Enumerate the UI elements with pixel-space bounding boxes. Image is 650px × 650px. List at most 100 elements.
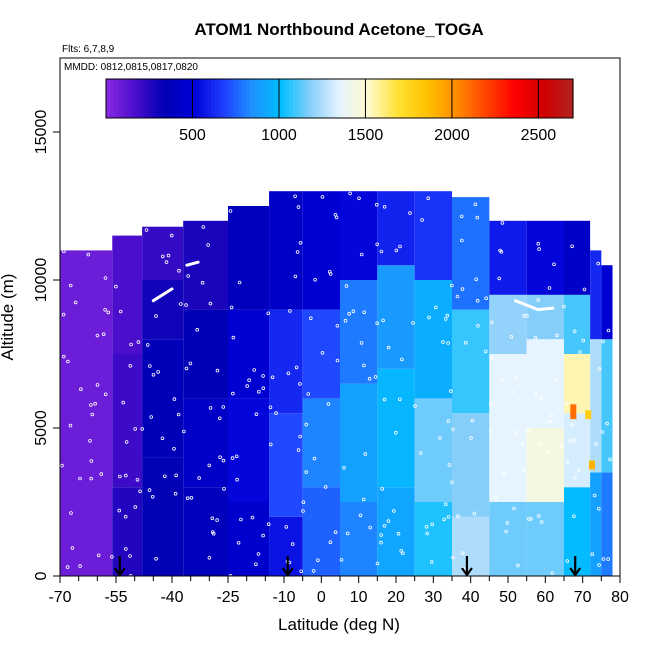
sample-point	[78, 476, 82, 481]
heatmap-cell	[228, 502, 270, 576]
colorbar-band	[448, 79, 453, 118]
sample-point	[547, 286, 552, 290]
colorbar-band	[172, 79, 177, 118]
sample-point	[597, 563, 601, 567]
sample-point	[427, 315, 431, 320]
heatmap-cell	[564, 220, 591, 295]
sample-point	[553, 377, 557, 382]
sample-point	[411, 321, 415, 325]
heatmap-cell	[142, 226, 184, 280]
sample-point	[537, 247, 541, 251]
sample-point	[420, 218, 424, 222]
sample-point	[382, 523, 387, 528]
annotation-dates: MMDD: 0812,0815,0817,0820	[64, 62, 198, 73]
colorbar-band	[460, 79, 465, 118]
sample-point	[301, 500, 306, 505]
heatmap-hotspot	[585, 410, 592, 420]
colorbar-band	[230, 79, 236, 118]
sample-point	[392, 509, 396, 513]
colorbar-band	[464, 79, 469, 118]
heatmap-cell	[377, 265, 415, 369]
sample-point	[382, 397, 387, 402]
sample-point	[256, 389, 261, 394]
colorbar-band	[534, 79, 539, 118]
sample-point	[266, 522, 271, 526]
sample-point	[208, 406, 213, 410]
sample-point	[201, 225, 206, 229]
colorbar-band	[323, 79, 329, 118]
sample-point	[562, 304, 566, 309]
sample-point	[490, 320, 494, 325]
x-tick-label: 50	[499, 589, 517, 606]
colorbar-band	[530, 79, 535, 118]
sample-point	[231, 391, 235, 396]
colorbar-band	[565, 79, 570, 118]
sample-point	[236, 540, 241, 545]
sample-point	[215, 518, 219, 522]
sample-point	[163, 474, 167, 479]
colorbar-band	[483, 79, 488, 118]
sample-point	[442, 517, 447, 522]
sample-point	[373, 375, 378, 379]
flight-track	[151, 287, 174, 303]
sample-point	[526, 428, 530, 433]
sample-point	[239, 517, 243, 522]
heatmap-cell	[489, 354, 527, 502]
sample-point	[400, 551, 405, 555]
colorbar-band	[191, 79, 197, 118]
heatmap-cell	[228, 398, 270, 502]
sample-point	[114, 284, 118, 289]
sample-point	[348, 191, 352, 196]
sample-point	[207, 463, 212, 468]
sample-point	[274, 411, 278, 415]
sample-point	[368, 525, 373, 530]
sample-point	[572, 329, 577, 334]
sample-point	[200, 280, 205, 285]
heatmap-cell	[526, 339, 564, 428]
sample-point	[124, 440, 129, 444]
heatmap-cell	[269, 309, 303, 414]
sample-point	[380, 487, 385, 491]
colorbar-band	[518, 79, 524, 118]
colorbar-band	[553, 79, 559, 118]
colorbar-band	[300, 79, 306, 118]
colorbar-band	[502, 79, 508, 118]
sample-point	[568, 438, 573, 443]
sample-point	[514, 430, 519, 435]
sample-point	[489, 429, 493, 433]
sample-point	[408, 211, 412, 215]
heatmap-cell	[269, 413, 303, 517]
sample-point	[328, 540, 333, 544]
x-tick-label: 20	[387, 589, 405, 606]
plot-area	[60, 191, 613, 578]
sample-point	[308, 316, 313, 321]
sample-point	[386, 519, 391, 523]
colorbar-band	[129, 79, 134, 118]
sample-point	[207, 555, 212, 560]
x-tick-label: 0	[317, 589, 326, 606]
sample-point	[576, 468, 581, 473]
sample-point	[250, 515, 255, 520]
colorbar-band	[366, 79, 372, 118]
colorbar-band	[164, 79, 169, 118]
sample-point	[222, 487, 226, 491]
sample-point	[520, 442, 525, 447]
sample-point	[335, 323, 340, 328]
colorbar-band	[187, 79, 193, 118]
sample-point	[514, 376, 519, 381]
sample-point	[217, 416, 222, 421]
sample-point	[103, 276, 108, 280]
colorbar-band	[296, 79, 302, 118]
y-axis-label: Altitude (m)	[0, 274, 17, 361]
sample-point	[536, 241, 541, 246]
sample-point	[136, 340, 141, 344]
y-tick-label: 10000	[33, 258, 50, 303]
sample-point	[138, 489, 142, 494]
sample-point	[361, 497, 366, 502]
sample-point	[237, 280, 242, 285]
sample-point	[539, 396, 543, 401]
sample-point	[172, 397, 177, 401]
sample-point	[210, 530, 215, 534]
colorbar-band	[378, 79, 383, 118]
